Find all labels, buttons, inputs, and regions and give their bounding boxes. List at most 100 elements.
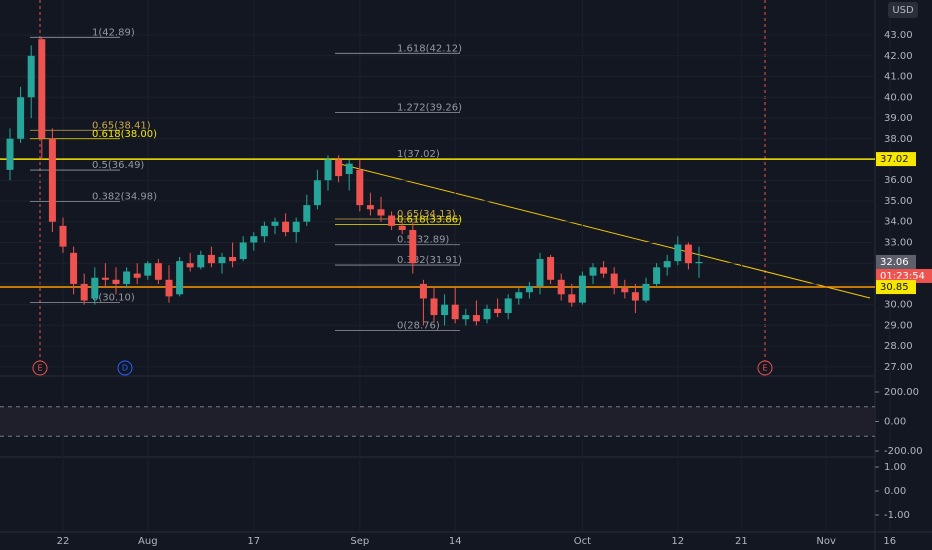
cci-band (0, 406, 875, 437)
candle-body (525, 286, 533, 293)
candle-body (663, 261, 671, 268)
candle-body (494, 308, 502, 313)
candle-body (59, 225, 67, 247)
price-tag (876, 280, 916, 295)
cci-tick-label: 0.00 (884, 417, 906, 428)
candle-body (38, 39, 46, 139)
fib-label: 0.382(34.98) (92, 191, 157, 202)
fib-label: 0.618(33.86) (397, 215, 462, 226)
countdown: 01:23:54 (880, 271, 925, 282)
candle-body (578, 275, 586, 303)
y-tick-label: 38.00 (884, 134, 913, 145)
candle-body (345, 163, 353, 175)
candle-body (207, 254, 215, 264)
candle-body (388, 215, 396, 226)
x-tick-label: 14 (449, 536, 462, 547)
fib-label: 0.5(36.49) (92, 160, 144, 171)
candle-body (229, 256, 237, 262)
macd-tick-label: 1.00 (884, 462, 906, 473)
candle-body (568, 294, 576, 303)
x-tick-label: 21 (735, 536, 748, 547)
candle-body (695, 261, 703, 264)
price-tag (876, 254, 916, 269)
candle-body (197, 254, 205, 268)
price-tag-label: 30.85 (880, 282, 909, 293)
candle-body (547, 256, 555, 280)
candle-body (684, 244, 692, 264)
price-tag-label: 37.02 (880, 154, 909, 165)
candle-body (441, 304, 449, 316)
candle-body (504, 298, 512, 313)
candle-body (250, 236, 258, 243)
y-tick-label: 34.00 (884, 217, 913, 228)
candle-body (176, 261, 184, 295)
y-tick-label: 29.00 (884, 320, 913, 331)
x-tick-label: 17 (247, 536, 260, 547)
y-tick-label: 28.00 (884, 341, 913, 352)
candle-body (91, 277, 99, 299)
price-tag (876, 152, 916, 167)
candle-body (419, 283, 427, 299)
candle-body (472, 315, 480, 322)
event-marker (117, 360, 133, 376)
cci-tick-label: -200.00 (884, 446, 923, 457)
candle-body (324, 159, 332, 181)
candle-body (218, 256, 226, 264)
price-tag-label: 32.06 (880, 257, 909, 268)
macd-tick-label: -1.00 (884, 510, 910, 521)
event-label: E (37, 364, 42, 373)
candle-body (483, 308, 491, 320)
fib-label: 1(37.02) (397, 149, 440, 160)
candle-body (292, 221, 300, 233)
y-tick-label: 27.00 (884, 362, 913, 373)
x-tick-label: Oct (574, 536, 591, 547)
x-tick-label: 12 (671, 536, 684, 547)
candle-body (366, 205, 374, 210)
candle-body (17, 97, 25, 139)
currency-badge (888, 2, 918, 18)
candle-body (80, 283, 88, 301)
candle-body (515, 292, 523, 299)
fib-label: 1.272(39.26) (397, 103, 462, 114)
fib-label: 0.65(34.13) (397, 209, 456, 220)
event-marker (757, 360, 773, 376)
candle-body (112, 279, 120, 284)
candle-body (70, 252, 78, 284)
fib-label: 1(42.89) (92, 27, 135, 38)
fib-label: 0.65(38.41) (92, 120, 151, 131)
candle-body (101, 277, 109, 280)
event-label: E (762, 364, 767, 373)
candle-body (154, 263, 162, 280)
y-tick-label: 36.00 (884, 175, 913, 186)
candle-body (462, 315, 470, 320)
candle-body (356, 169, 364, 206)
y-tick-label: 30.00 (884, 300, 913, 311)
y-tick-label: 40.00 (884, 92, 913, 103)
candle-body (313, 180, 321, 206)
y-tick-label: 39.00 (884, 113, 913, 124)
candle-body (260, 225, 268, 237)
cci-tick-label: 200.00 (884, 387, 919, 398)
trend-line (335, 162, 871, 299)
candle-body (430, 298, 438, 316)
candle-body (271, 221, 279, 226)
x-tick-label: Aug (138, 536, 158, 547)
currency: USD (892, 5, 914, 16)
candle-body (133, 273, 141, 278)
y-tick-label: 33.00 (884, 237, 913, 248)
x-tick-label: 22 (57, 536, 70, 547)
candle-body (600, 267, 608, 274)
candle-body (621, 288, 629, 293)
candle-body (303, 205, 311, 222)
candle-body (6, 138, 14, 170)
fib-label: 0.382(31.91) (397, 255, 462, 266)
y-tick-label: 41.00 (884, 72, 913, 83)
candle-body (186, 263, 194, 268)
candle-body (398, 225, 406, 231)
candle-body (165, 279, 173, 297)
candle-body (377, 209, 385, 216)
y-tick-label: 42.00 (884, 51, 913, 62)
candle-body (631, 292, 639, 301)
candle-body (123, 271, 131, 284)
